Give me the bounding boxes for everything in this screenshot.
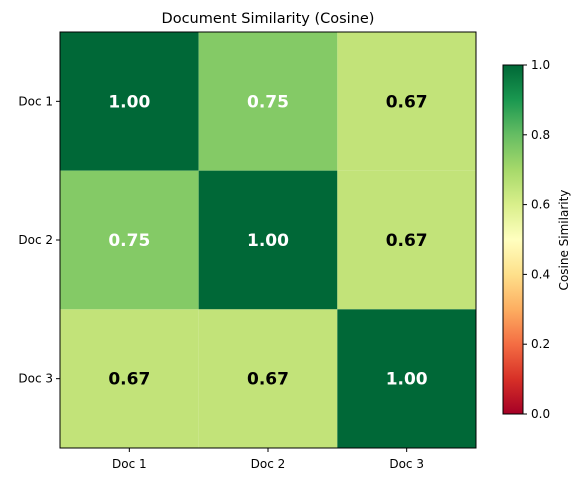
y-tick-label: Doc 2 [18,233,53,247]
heatmap-cell [337,309,476,448]
y-tick-label: Doc 1 [18,94,53,108]
colorbar-ticks: 0.0 0.2 0.4 0.6 0.8 1.0 [523,58,550,421]
heatmap-cell [60,309,199,448]
cell-value-label: 0.67 [247,370,289,390]
colorbar-tick-label: 1.0 [531,58,550,72]
x-tick-label: Doc 2 [251,457,286,471]
heatmap-cell [198,170,338,310]
chart-title: Document Similarity (Cosine) [162,11,375,27]
heatmap-cell [198,309,338,448]
heatmap-cell [198,32,338,171]
heatmap-cell [337,32,476,171]
cell-value-label: 0.67 [386,92,428,112]
colorbar-label: Cosine Similarity [557,190,571,291]
colorbar-gradient [502,64,524,415]
cell-value-label: 1.00 [247,231,289,251]
colorbar: 0.0 0.2 0.4 0.6 0.8 1.0 Cosine Similarity [502,58,571,421]
x-tick-label: Doc 1 [112,457,147,471]
heatmap-cell [60,170,199,310]
colorbar-tick-label: 0.8 [531,128,550,142]
cell-value-label: 1.00 [386,370,428,390]
colorbar-tick-label: 0.2 [531,337,550,351]
colorbar-tick-label: 0.0 [531,407,550,421]
colorbar-tick-label: 0.4 [531,267,550,281]
cell-value-label: 0.67 [108,370,150,390]
cell-value-label: 0.75 [247,92,289,112]
cell-value-label: 0.67 [386,231,428,251]
heatmap-cell [60,32,199,171]
y-tick-label: Doc 3 [18,372,53,386]
heatmap-cells: 1.00 0.75 0.67 0.75 1.00 0.67 0.67 0.67 1.00 [60,32,476,448]
colorbar-tick-label: 0.6 [531,198,550,212]
y-axis: Doc 1 Doc 2 Doc 3 [18,94,60,386]
cell-value-label: 0.75 [108,231,150,251]
heatmap-cell [337,170,476,310]
x-tick-label: Doc 3 [389,457,424,471]
x-axis: Doc 1 Doc 2 Doc 3 [112,448,424,471]
cell-value-label: 1.00 [108,92,150,112]
